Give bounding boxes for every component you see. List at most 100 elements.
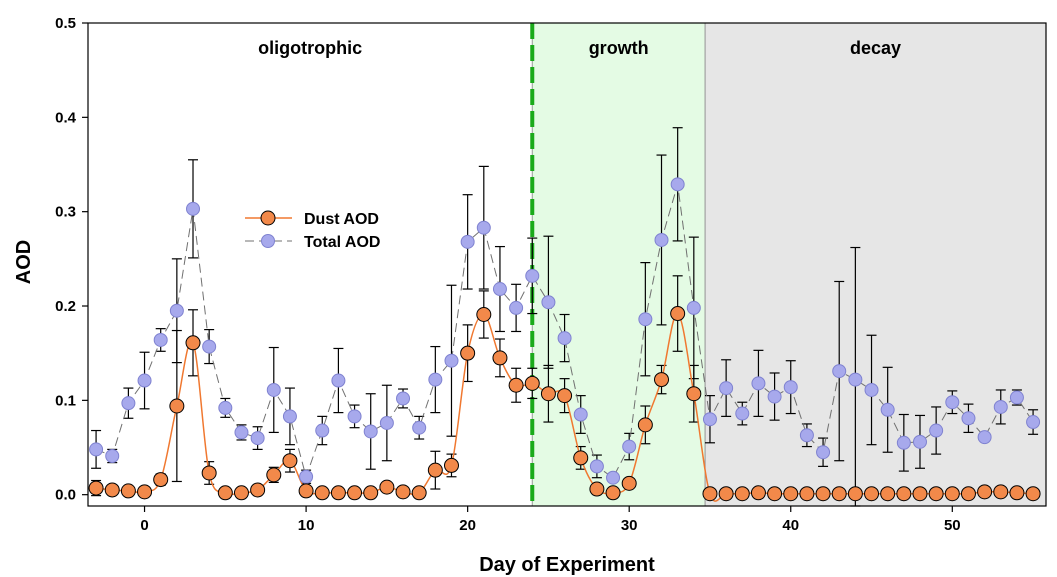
total-aod-point-22: [444, 353, 459, 368]
dust-aod-point-16: [347, 485, 363, 501]
dust-aod-point-12: [282, 453, 298, 469]
dust-aod-point-48: [864, 486, 880, 502]
y-tick-label-5: 0.5: [55, 15, 76, 32]
total-aod-point-3: [137, 373, 152, 388]
phase-label-growth: growth: [589, 38, 649, 58]
dust-aod-point-47: [847, 486, 863, 502]
dust-aod-point-45: [815, 486, 831, 502]
total-aod-point-54: [961, 411, 976, 426]
total-aod-point-31: [589, 459, 604, 474]
total-aod-point-39: [719, 381, 734, 396]
total-aod-point-13: [299, 469, 314, 484]
dust-aod-point-42: [767, 486, 783, 502]
total-aod-point-58: [1026, 415, 1041, 430]
x-tick-label-0: 0: [140, 517, 148, 534]
total-aod-point-42: [767, 389, 782, 404]
dust-aod-point-22: [443, 457, 459, 473]
dust-aod-point-39: [718, 486, 734, 502]
total-aod-point-0: [89, 442, 104, 457]
total-aod-point-49: [880, 402, 895, 417]
total-aod-point-8: [218, 400, 233, 415]
dust-aod-point-33: [621, 475, 637, 491]
dust-aod-point-5: [169, 398, 185, 414]
total-aod-point-52: [929, 423, 944, 438]
y-tick-label-0: 0.0: [55, 487, 76, 504]
total-aod-point-25: [492, 282, 507, 297]
phase-label-decay: decay: [850, 38, 901, 58]
x-tick-label-40: 40: [782, 517, 799, 534]
phase-label-oligotrophic: oligotrophic: [258, 38, 362, 58]
y-axis-title: AOD: [13, 240, 35, 284]
dust-aod-point-27: [524, 375, 540, 391]
total-aod-point-33: [622, 439, 637, 454]
total-aod-point-37: [686, 300, 701, 315]
phase-region-decay: [704, 22, 1047, 507]
y-tick-label-1: 0.1: [55, 392, 76, 409]
dust-aod-point-2: [120, 483, 136, 499]
total-aod-point-43: [783, 380, 798, 395]
total-aod-point-57: [1009, 390, 1024, 405]
total-aod-point-51: [912, 434, 927, 449]
total-aod-point-56: [993, 399, 1008, 414]
total-aod-point-44: [799, 428, 814, 443]
total-aod-point-19: [396, 391, 411, 406]
x-axis-title: Day of Experiment: [479, 554, 655, 576]
phase-region-oligotrophic: [88, 23, 533, 506]
dust-aod-point-21: [427, 462, 443, 478]
dust-aod-point-10: [250, 482, 266, 498]
total-aod-point-50: [896, 435, 911, 450]
dust-aod-point-55: [977, 484, 993, 500]
dust-aod-point-32: [605, 485, 621, 501]
total-aod-point-11: [266, 382, 281, 397]
dust-aod-point-9: [233, 485, 249, 501]
dust-aod-point-52: [928, 486, 944, 502]
dust-aod-point-7: [201, 465, 217, 481]
dust-aod-point-18: [379, 479, 395, 495]
total-aod-point-2: [121, 396, 136, 411]
dust-aod-point-3: [137, 484, 153, 500]
dust-aod-point-0: [88, 480, 104, 496]
legend-dust-marker: [260, 210, 276, 226]
total-aod-point-27: [525, 268, 540, 283]
dust-aod-point-51: [912, 486, 928, 502]
dust-aod-point-26: [508, 377, 524, 393]
dust-aod-point-15: [330, 485, 346, 501]
dust-aod-point-41: [750, 485, 766, 501]
total-aod-point-15: [331, 373, 346, 388]
total-aod-point-47: [848, 372, 863, 387]
total-aod-point-48: [864, 382, 879, 397]
total-aod-point-24: [476, 220, 491, 235]
dust-aod-point-29: [557, 388, 573, 404]
total-aod-point-32: [606, 470, 621, 485]
plot-frame: [87, 22, 1047, 507]
dust-aod-point-13: [298, 483, 314, 499]
x-tick-label-20: 20: [459, 517, 476, 534]
x-tick-label-30: 30: [621, 517, 638, 534]
total-aod-point-10: [250, 431, 265, 446]
y-tick-label-3: 0.3: [55, 204, 76, 221]
dust-aod-point-46: [831, 486, 847, 502]
total-aod-point-7: [202, 339, 217, 354]
dust-aod-point-28: [540, 386, 556, 402]
total-aod-point-28: [541, 295, 556, 310]
dust-aod-point-17: [363, 485, 379, 501]
dust-aod-point-6: [185, 335, 201, 351]
legend-dust-label: Dust AOD: [304, 211, 379, 228]
total-aod-point-26: [509, 300, 524, 315]
dust-aod-point-49: [880, 486, 896, 502]
total-aod-point-16: [347, 409, 362, 424]
total-aod-point-12: [282, 409, 297, 424]
total-aod-point-35: [654, 232, 669, 247]
dust-aod-point-35: [654, 372, 670, 388]
dust-aod-point-11: [266, 467, 282, 483]
y-tick-label-2: 0.2: [55, 298, 76, 315]
legend-total-label: Total AOD: [304, 234, 380, 251]
total-aod-point-40: [735, 406, 750, 421]
dust-aod-point-19: [395, 484, 411, 500]
total-aod-point-29: [557, 331, 572, 346]
dust-aod-point-20: [411, 485, 427, 501]
legend-total-marker: [261, 234, 275, 248]
total-aod-point-21: [428, 372, 443, 387]
dust-aod-point-56: [993, 484, 1009, 500]
